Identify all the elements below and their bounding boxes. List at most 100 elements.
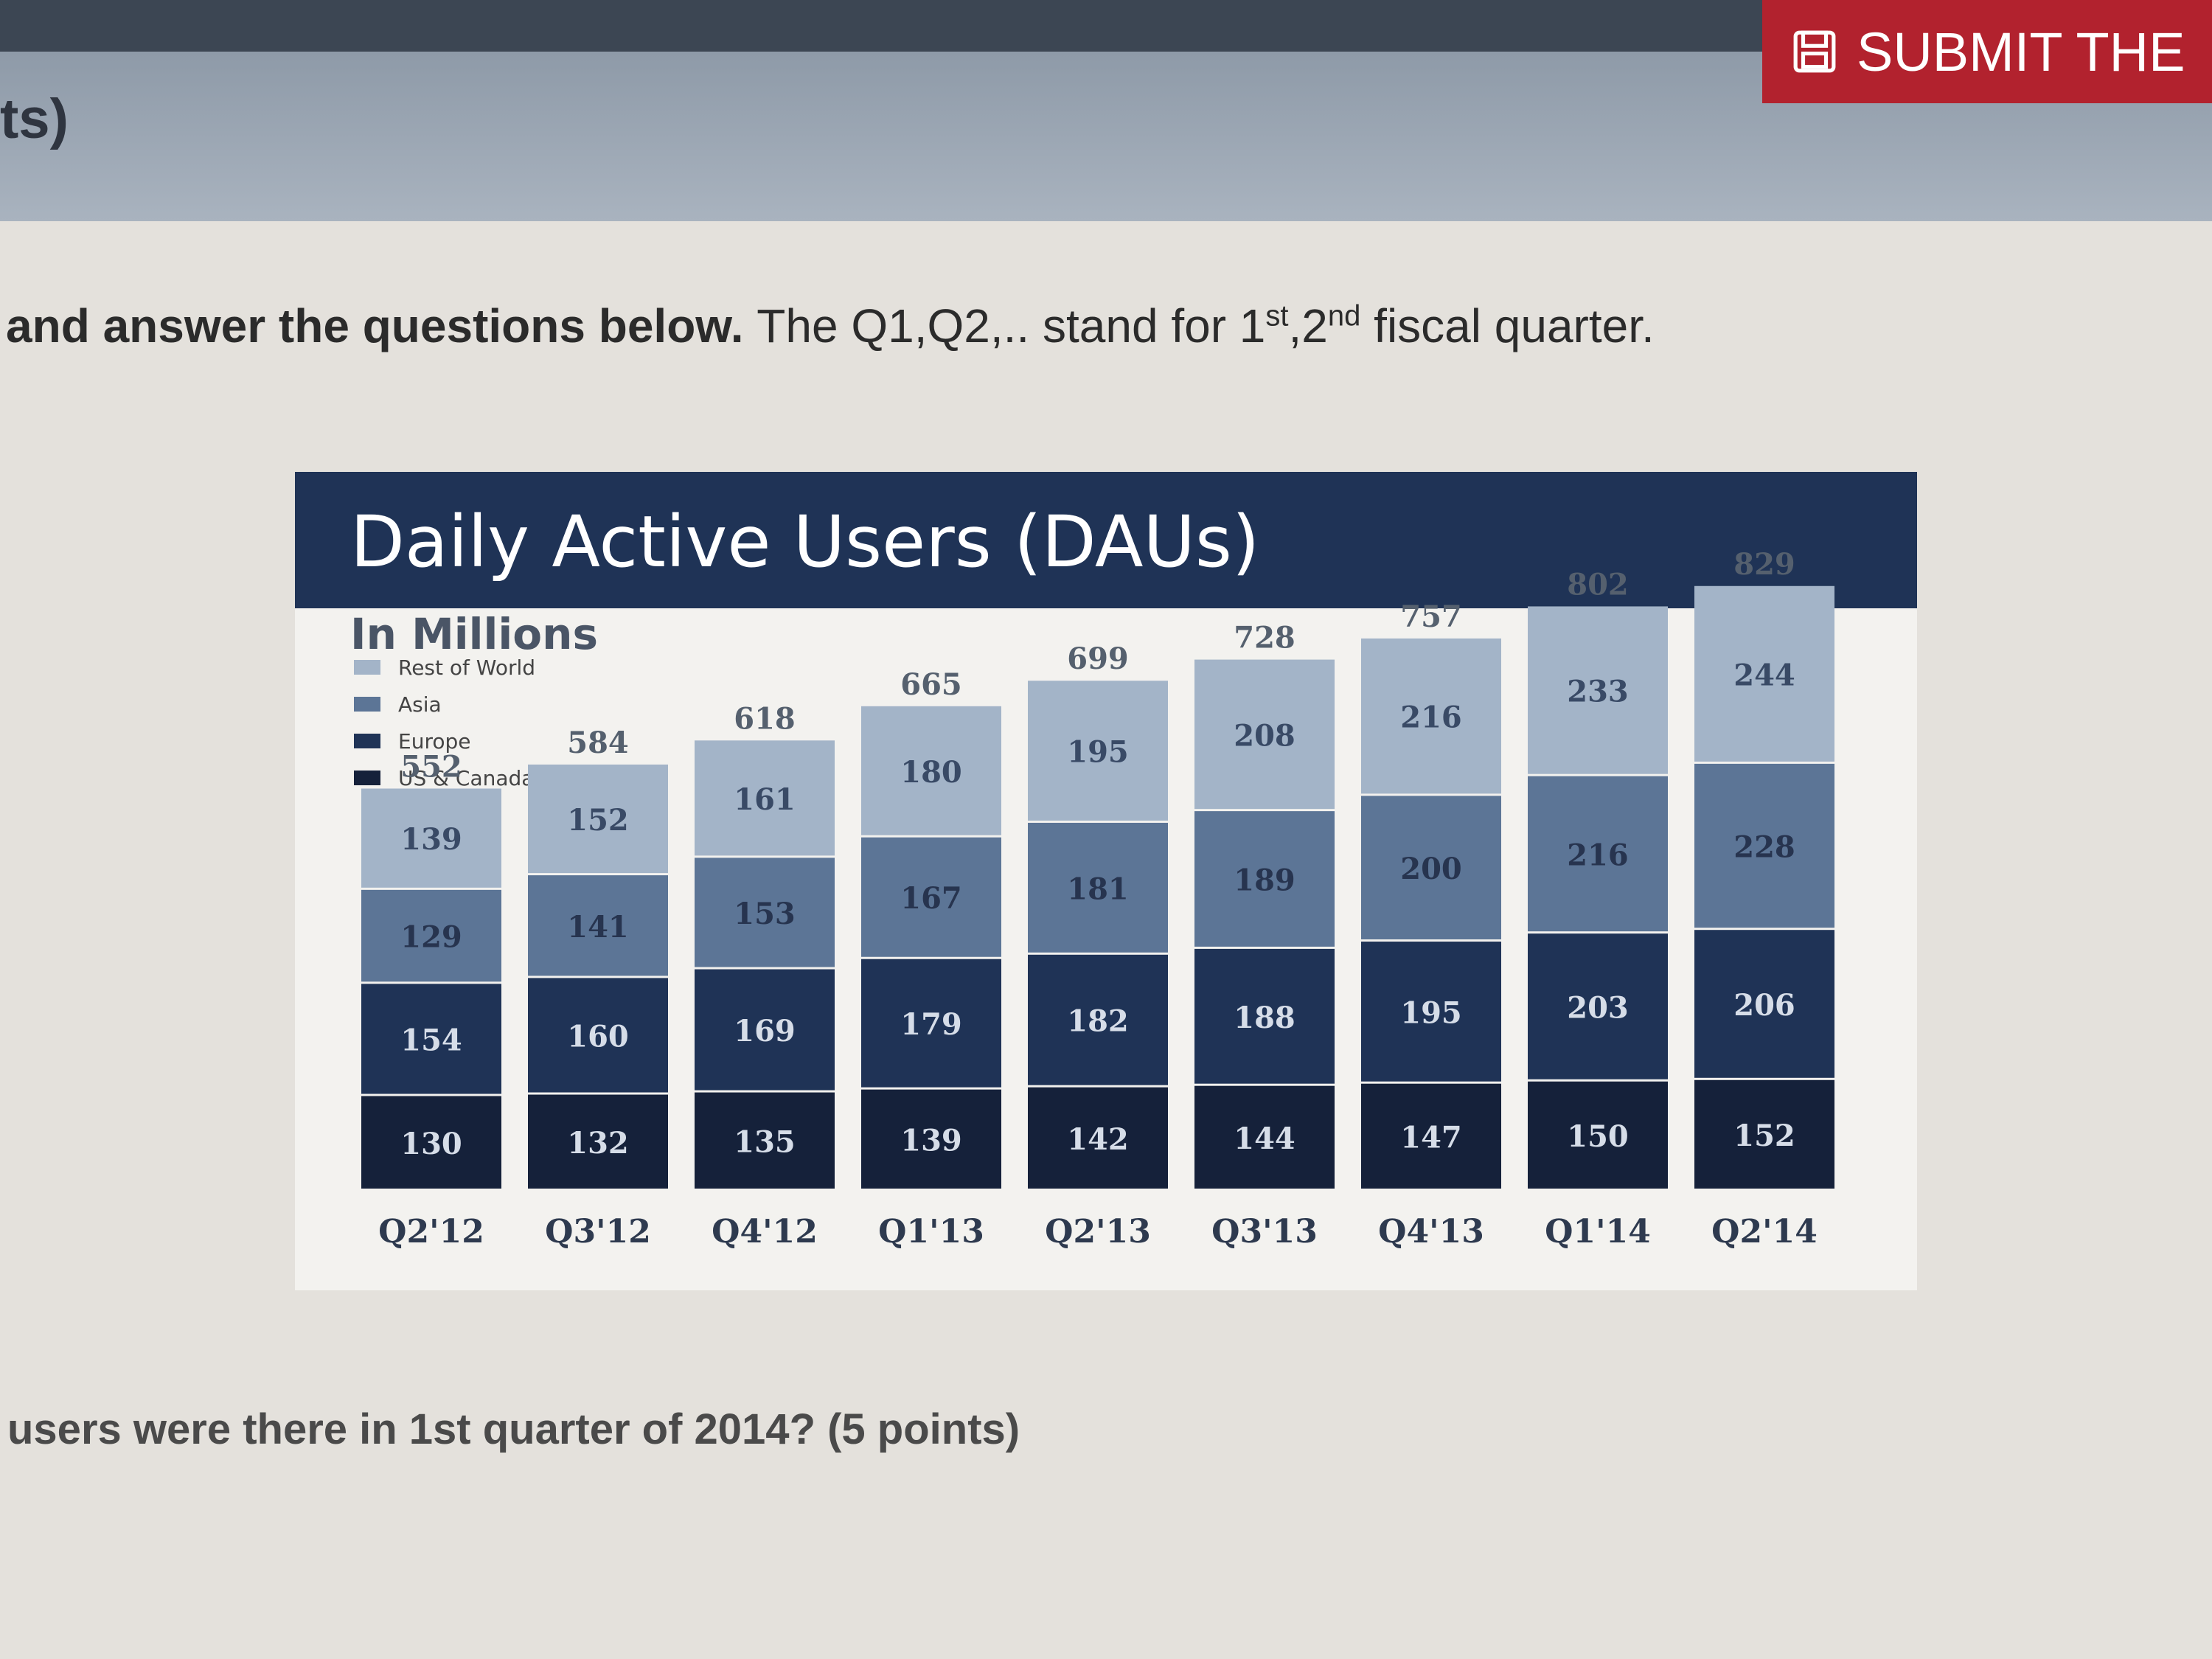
instruction-sup-nd: nd bbox=[1327, 299, 1361, 333]
segment-label-3-8: 244 bbox=[1733, 658, 1795, 692]
total-label-2: 618 bbox=[734, 701, 796, 736]
instruction-body: The Q1,Q2,.. stand for 1st,2nd fiscal qu… bbox=[757, 299, 1655, 352]
segment-label-1-0: 154 bbox=[400, 1023, 462, 1057]
total-label-0: 552 bbox=[400, 749, 462, 784]
segment-label-3-4: 195 bbox=[1067, 735, 1129, 770]
bar-segment-0-5 bbox=[1194, 1085, 1335, 1189]
bar-segment-2-3 bbox=[861, 837, 1001, 957]
segment-label-1-4: 182 bbox=[1067, 1004, 1129, 1039]
instruction-q-text: The Q1,Q2,.. stand for 1 bbox=[757, 299, 1266, 352]
question-text: users were there in 1st quarter of 2014?… bbox=[7, 1405, 1020, 1453]
legend-label-1: Asia bbox=[398, 692, 442, 717]
segment-label-1-5: 188 bbox=[1234, 1001, 1295, 1035]
bar-segment-1-8 bbox=[1694, 930, 1834, 1078]
bar-segment-3-6 bbox=[1361, 638, 1501, 794]
submit-button-label: SUBMIT THE bbox=[1857, 21, 2185, 83]
total-label-5: 728 bbox=[1234, 621, 1295, 655]
bar-segment-0-8 bbox=[1694, 1079, 1834, 1189]
legend-swatch-3 bbox=[354, 771, 380, 785]
segment-label-3-7: 233 bbox=[1567, 675, 1629, 709]
bar-segment-0-4 bbox=[1028, 1087, 1168, 1189]
bar-segment-0-1 bbox=[528, 1094, 668, 1189]
bar-segment-2-5 bbox=[1194, 811, 1335, 947]
segment-label-2-7: 216 bbox=[1567, 838, 1629, 872]
bar-segment-3-0 bbox=[361, 788, 501, 888]
bar-segment-1-7 bbox=[1528, 933, 1668, 1079]
bar-segment-0-3 bbox=[861, 1089, 1001, 1189]
chart-svg: Daily Active Users (DAUs) In MillionsRest… bbox=[295, 472, 1917, 1251]
bar-segment-0-0 bbox=[361, 1096, 501, 1189]
segment-label-0-5: 144 bbox=[1234, 1121, 1295, 1156]
segment-label-0-3: 139 bbox=[900, 1123, 962, 1158]
points-fragment: ts) bbox=[0, 88, 69, 150]
segment-label-2-4: 181 bbox=[1067, 872, 1129, 906]
bar-segment-3-4 bbox=[1028, 681, 1168, 821]
legend-label-3: US & Canada bbox=[398, 766, 534, 790]
segment-label-0-8: 152 bbox=[1733, 1119, 1795, 1153]
bar-segment-2-7 bbox=[1528, 776, 1668, 932]
total-label-1: 584 bbox=[567, 726, 629, 760]
bar-segment-1-4 bbox=[1028, 954, 1168, 1085]
bar-segment-3-2 bbox=[695, 740, 835, 856]
segment-label-1-2: 169 bbox=[734, 1014, 796, 1048]
segment-label-0-4: 142 bbox=[1067, 1122, 1129, 1157]
submit-button[interactable]: SUBMIT THE bbox=[1762, 0, 2212, 103]
bar-segment-2-0 bbox=[361, 889, 501, 982]
bar-segment-1-1 bbox=[528, 978, 668, 1093]
category-label-4: Q2'13 bbox=[1045, 1213, 1151, 1251]
instruction-tail: fiscal quarter. bbox=[1360, 299, 1655, 352]
segment-label-2-8: 228 bbox=[1733, 830, 1795, 865]
legend-label-0: Rest of World bbox=[398, 655, 535, 680]
segment-label-3-1: 152 bbox=[567, 803, 629, 838]
instruction-text: and answer the questions below. The Q1,Q… bbox=[6, 299, 1655, 353]
total-label-3: 665 bbox=[900, 667, 962, 702]
category-label-1: Q3'12 bbox=[545, 1213, 651, 1251]
chart-subtitle: In Millions bbox=[350, 609, 598, 659]
total-label-4: 699 bbox=[1067, 641, 1129, 676]
category-label-5: Q3'13 bbox=[1211, 1213, 1318, 1251]
bar-segment-0-7 bbox=[1528, 1081, 1668, 1189]
bar-segment-3-3 bbox=[861, 706, 1001, 835]
segment-label-0-1: 132 bbox=[567, 1126, 629, 1161]
category-label-3: Q1'13 bbox=[878, 1213, 984, 1251]
instruction-comma: ,2 bbox=[1288, 299, 1328, 352]
segment-label-3-6: 216 bbox=[1400, 700, 1462, 735]
segment-label-2-5: 189 bbox=[1234, 863, 1295, 898]
segment-label-1-3: 179 bbox=[900, 1007, 962, 1042]
bar-segment-1-3 bbox=[861, 959, 1001, 1088]
total-label-7: 802 bbox=[1567, 567, 1629, 602]
chart-title-band bbox=[295, 472, 1917, 608]
bar-segment-2-8 bbox=[1694, 763, 1834, 928]
bar-segment-1-2 bbox=[695, 969, 835, 1091]
segment-label-2-6: 200 bbox=[1400, 852, 1462, 886]
segment-label-3-3: 180 bbox=[900, 755, 962, 790]
segment-label-1-6: 195 bbox=[1400, 995, 1462, 1030]
bar-segment-0-6 bbox=[1361, 1083, 1501, 1189]
legend-swatch-0 bbox=[354, 660, 380, 675]
segment-label-0-6: 147 bbox=[1400, 1120, 1462, 1155]
category-label-8: Q2'14 bbox=[1711, 1213, 1818, 1251]
segment-label-2-0: 129 bbox=[400, 920, 462, 955]
bar-segment-3-1 bbox=[528, 764, 668, 874]
segment-label-0-7: 150 bbox=[1567, 1119, 1629, 1154]
bar-segment-2-2 bbox=[695, 858, 835, 967]
segment-label-3-2: 161 bbox=[734, 782, 796, 817]
category-label-6: Q4'13 bbox=[1378, 1213, 1484, 1251]
segment-label-0-2: 135 bbox=[734, 1124, 796, 1159]
category-label-2: Q4'12 bbox=[712, 1213, 818, 1251]
bar-segment-2-4 bbox=[1028, 822, 1168, 953]
segment-label-1-1: 160 bbox=[567, 1019, 629, 1054]
bar-segment-2-1 bbox=[528, 875, 668, 976]
legend-label-2: Europe bbox=[398, 729, 470, 754]
category-label-7: Q1'14 bbox=[1545, 1213, 1651, 1251]
bar-segment-0-2 bbox=[695, 1092, 835, 1189]
legend-swatch-2 bbox=[354, 734, 380, 748]
segment-label-1-7: 203 bbox=[1567, 990, 1629, 1025]
instruction-sup-st: st bbox=[1265, 299, 1289, 333]
instruction-bold: and answer the questions below. bbox=[6, 299, 744, 352]
segment-label-3-0: 139 bbox=[400, 822, 462, 857]
total-label-8: 829 bbox=[1733, 547, 1795, 582]
bar-segment-3-7 bbox=[1528, 606, 1668, 774]
segment-label-3-5: 208 bbox=[1234, 718, 1295, 753]
legend-swatch-1 bbox=[354, 697, 380, 712]
